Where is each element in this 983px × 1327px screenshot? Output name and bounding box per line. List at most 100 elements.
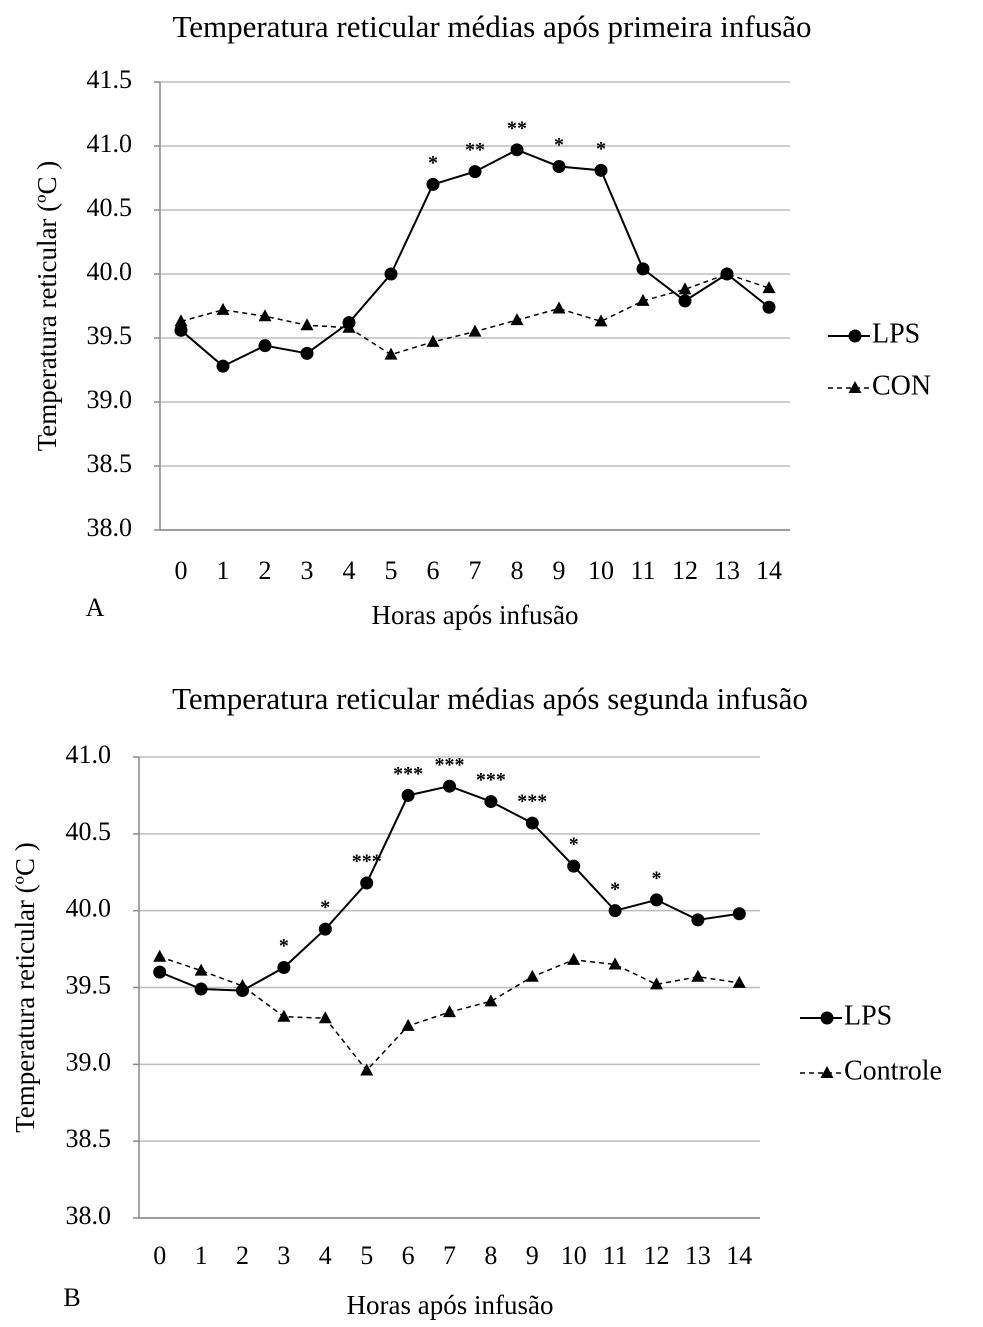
x-tick-label: 6 [402, 1241, 415, 1270]
x-axis-label: Horas após infusão [347, 1290, 554, 1320]
data-point [318, 1011, 332, 1024]
data-point [300, 318, 314, 331]
y-tick-label: 41.0 [66, 740, 112, 769]
x-tick-label: 11 [603, 1241, 628, 1270]
data-point [258, 339, 272, 353]
data-point [552, 159, 566, 173]
y-tick-label: 39.0 [66, 1047, 112, 1076]
panel-label: A [86, 593, 105, 622]
data-point [484, 994, 498, 1007]
x-tick-label: 4 [343, 556, 356, 585]
legend-marker [820, 1011, 834, 1025]
data-point [525, 816, 539, 830]
x-tick-label: 8 [511, 556, 524, 585]
data-point [384, 267, 398, 281]
x-tick-label: 12 [644, 1241, 670, 1270]
x-tick-label: 3 [277, 1241, 290, 1270]
significance-label: * [610, 878, 620, 900]
significance-label: ** [507, 117, 527, 139]
data-point [636, 262, 650, 276]
x-tick-label: 7 [443, 1241, 456, 1270]
data-point [360, 876, 374, 890]
data-point [525, 969, 539, 982]
data-point [401, 788, 415, 802]
significance-label: * [428, 152, 438, 174]
data-point [401, 1018, 415, 1031]
significance-label: *** [517, 791, 547, 813]
x-tick-label: 5 [360, 1241, 373, 1270]
data-point [216, 302, 230, 315]
x-tick-label: 2 [236, 1241, 249, 1270]
y-tick-label: 39.0 [87, 385, 133, 414]
y-tick-label: 40.0 [87, 257, 133, 286]
y-tick-label: 41.0 [87, 129, 133, 158]
data-point [426, 177, 440, 191]
x-tick-label: 2 [259, 556, 272, 585]
significance-label: * [320, 897, 330, 919]
significance-label: *** [435, 754, 465, 776]
data-point [650, 893, 663, 907]
x-tick-label: 13 [714, 556, 740, 585]
data-point [678, 282, 692, 295]
data-point [594, 163, 608, 177]
data-point [762, 281, 776, 294]
data-point [426, 334, 440, 347]
data-point [277, 961, 291, 975]
data-point [443, 779, 456, 793]
x-tick-label: 6 [427, 556, 440, 585]
legend-marker [848, 329, 862, 343]
x-tick-label: 0 [175, 556, 188, 585]
data-point [153, 965, 167, 979]
data-point [567, 952, 581, 965]
data-point [236, 978, 249, 991]
data-point [300, 346, 314, 360]
legend-label: Controle [844, 1055, 942, 1086]
x-tick-label: 8 [484, 1241, 497, 1270]
significance-label: * [569, 834, 579, 856]
data-point [678, 294, 692, 308]
data-point [594, 314, 608, 327]
data-point [552, 301, 566, 314]
x-tick-label: 12 [672, 556, 698, 585]
x-tick-label: 1 [195, 1241, 208, 1270]
significance-label: ** [465, 139, 485, 161]
data-point [732, 975, 746, 988]
data-point [443, 1005, 456, 1018]
x-tick-label: 14 [756, 556, 782, 585]
x-tick-label: 9 [526, 1241, 539, 1270]
data-point [174, 314, 188, 327]
x-tick-label: 5 [385, 556, 398, 585]
data-point [608, 904, 622, 918]
data-point [194, 963, 208, 976]
x-tick-label: 9 [553, 556, 566, 585]
x-tick-label: 14 [726, 1241, 752, 1270]
data-point [468, 324, 482, 337]
data-point [194, 982, 208, 996]
y-tick-label: 38.5 [66, 1124, 112, 1153]
significance-label: *** [476, 769, 506, 791]
data-point [608, 957, 622, 970]
x-tick-label: 0 [153, 1241, 166, 1270]
data-point [277, 1009, 291, 1022]
x-tick-label: 1 [217, 556, 230, 585]
x-tick-label: 10 [588, 556, 614, 585]
data-point [384, 347, 398, 360]
significance-label: * [279, 935, 289, 957]
y-axis-label: Temperatura reticular (ºC ) [32, 161, 62, 452]
x-tick-label: 13 [685, 1241, 711, 1270]
data-point [650, 977, 663, 990]
data-point [691, 969, 705, 982]
data-point [732, 907, 746, 921]
significance-label: * [652, 868, 662, 890]
legend-label: LPS [844, 1000, 892, 1031]
y-tick-label: 39.5 [66, 970, 112, 999]
y-tick-label: 38.0 [87, 513, 133, 542]
y-tick-label: 41.5 [87, 65, 133, 94]
legend-marker [848, 381, 862, 393]
data-point [720, 267, 734, 279]
x-axis-label: Horas após infusão [372, 600, 579, 630]
chart-title: Temperatura reticular médias após primei… [172, 9, 811, 44]
y-axis-label: Temperatura reticular (ºC ) [10, 842, 40, 1133]
data-point [174, 323, 188, 337]
